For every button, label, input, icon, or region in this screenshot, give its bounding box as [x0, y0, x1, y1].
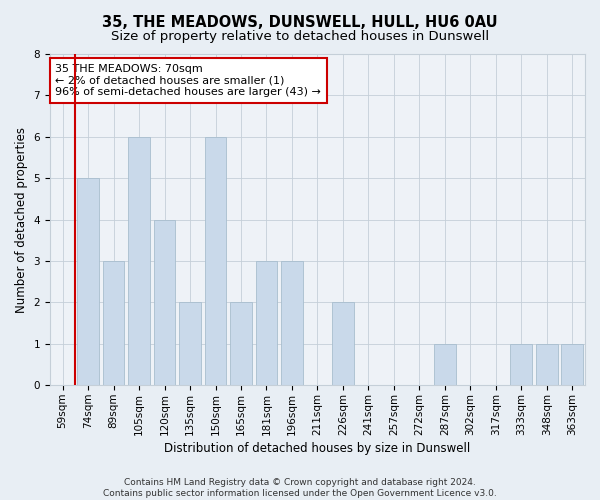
X-axis label: Distribution of detached houses by size in Dunswell: Distribution of detached houses by size … [164, 442, 470, 455]
Bar [128, 137, 150, 386]
Text: 35 THE MEADOWS: 70sqm
← 2% of detached houses are smaller (1)
96% of semi-detach: 35 THE MEADOWS: 70sqm ← 2% of detached h… [55, 64, 321, 97]
Bar [230, 302, 252, 386]
Text: Contains HM Land Registry data © Crown copyright and database right 2024.
Contai: Contains HM Land Registry data © Crown c… [103, 478, 497, 498]
Bar [332, 302, 354, 386]
Bar [281, 261, 303, 386]
Bar [205, 137, 226, 386]
Bar [536, 344, 557, 386]
Bar [562, 344, 583, 386]
Bar [154, 220, 175, 386]
Text: Size of property relative to detached houses in Dunswell: Size of property relative to detached ho… [111, 30, 489, 43]
Bar [179, 302, 201, 386]
Bar [103, 261, 124, 386]
Bar [511, 344, 532, 386]
Y-axis label: Number of detached properties: Number of detached properties [15, 126, 28, 312]
Bar [77, 178, 99, 386]
Text: 35, THE MEADOWS, DUNSWELL, HULL, HU6 0AU: 35, THE MEADOWS, DUNSWELL, HULL, HU6 0AU [102, 15, 498, 30]
Bar [434, 344, 455, 386]
Bar [256, 261, 277, 386]
